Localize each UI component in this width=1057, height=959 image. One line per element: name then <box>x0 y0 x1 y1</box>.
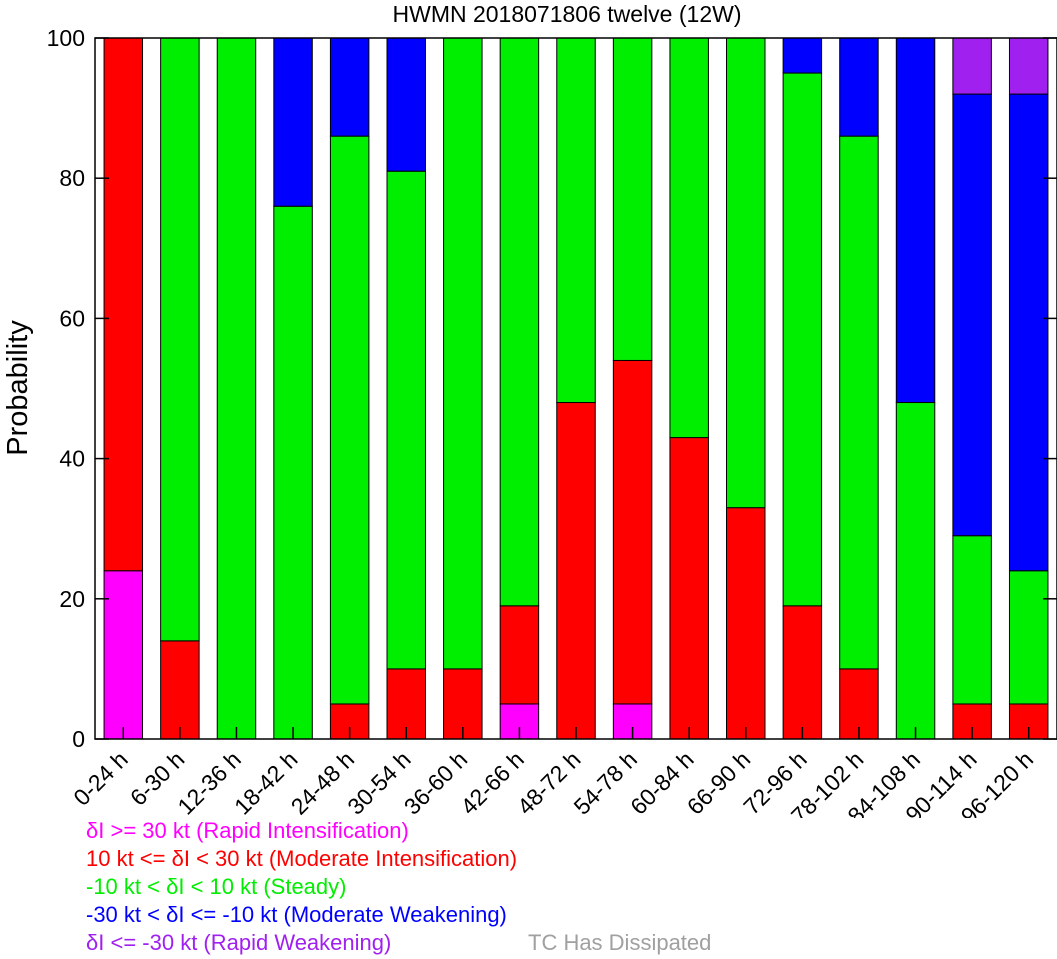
legend-steady: -10 kt < δI < 10 kt (Steady) <box>86 874 347 899</box>
x-tick-label-0-24-h: 0-24 h <box>68 746 133 811</box>
bar-segment-78-102-h-series-2 <box>839 135 879 670</box>
bar-segment-96-120-h-series-2 <box>1008 570 1049 705</box>
legend-moderate-intensification: 10 kt <= δI < 30 kt (Moderate Intensific… <box>86 846 518 871</box>
bar-segment-72-96-h-series-2 <box>782 72 823 607</box>
bar-segment-84-108-h-series-3 <box>895 37 936 404</box>
bar-segment-96-120-h-series-4 <box>1008 37 1049 95</box>
bar-segment-18-42-h-series-2 <box>273 205 313 740</box>
bar-segment-72-96-h-series-1 <box>782 605 823 740</box>
bar-segment-42-66-h-series-1 <box>499 605 540 705</box>
bar-segment-84-108-h-series-2 <box>895 402 936 740</box>
legend-moderate-weakening: -30 kt < δI <= -10 kt (Moderate Weakenin… <box>86 902 507 927</box>
legend-tc-dissipated: TC Has Dissipated <box>528 930 712 955</box>
bar-segment-90-114-h-series-2 <box>952 535 992 705</box>
bar-segment-72-96-h-series-3 <box>782 37 823 74</box>
bar-segment-30-54-h-series-3 <box>386 37 426 172</box>
legend-rapid-intensification: δI >= 30 kt (Rapid Intensification) <box>86 818 409 843</box>
bar-segment-24-48-h-series-2 <box>329 135 370 705</box>
bar-segment-60-84-h-series-2 <box>669 37 709 439</box>
y-tick-label: 40 <box>59 446 85 472</box>
y-tick-label: 60 <box>59 305 85 331</box>
bar-segment-6-30-h-series-1 <box>160 640 200 740</box>
bar-segment-30-54-h-series-2 <box>386 170 426 670</box>
legend-rapid-weakening: δI <= -30 kt (Rapid Weakening) <box>86 930 392 955</box>
chart-title: HWMN 2018071806 twelve (12W) <box>393 1 742 27</box>
bar-segment-90-114-h-series-4 <box>952 37 992 95</box>
bar-segment-42-66-h-series-2 <box>499 37 540 607</box>
bar-segment-12-36-h-series-2 <box>216 37 257 740</box>
bar-segment-54-78-h-series-1 <box>612 359 653 705</box>
bar-segment-60-84-h-series-1 <box>669 437 709 740</box>
y-tick-label: 80 <box>59 165 85 191</box>
bar-segment-18-42-h-series-3 <box>273 37 313 207</box>
y-tick-label: 100 <box>47 25 85 51</box>
bar-segment-54-78-h-series-2 <box>612 37 653 361</box>
bar-segment-96-120-h-series-3 <box>1008 93 1049 572</box>
bar-segment-0-24-h-series-0 <box>103 570 144 740</box>
y-axis-label: Probability <box>2 320 34 456</box>
bar-segment-6-30-h-series-2 <box>160 37 200 642</box>
y-tick-label: 20 <box>59 586 85 612</box>
bar-segment-78-102-h-series-3 <box>839 37 879 137</box>
bar-segment-90-114-h-series-3 <box>952 93 992 537</box>
y-tick-label: 0 <box>72 726 85 752</box>
bar-segment-36-60-h-series-2 <box>443 37 483 670</box>
bar-segment-0-24-h-series-1 <box>103 37 144 572</box>
bar-segment-24-48-h-series-3 <box>329 37 370 137</box>
bar-segment-48-72-h-series-2 <box>556 37 596 404</box>
bar-segment-66-90-h-series-1 <box>726 507 766 740</box>
bar-segment-66-90-h-series-2 <box>726 37 766 509</box>
bar-segment-48-72-h-series-1 <box>556 402 596 740</box>
